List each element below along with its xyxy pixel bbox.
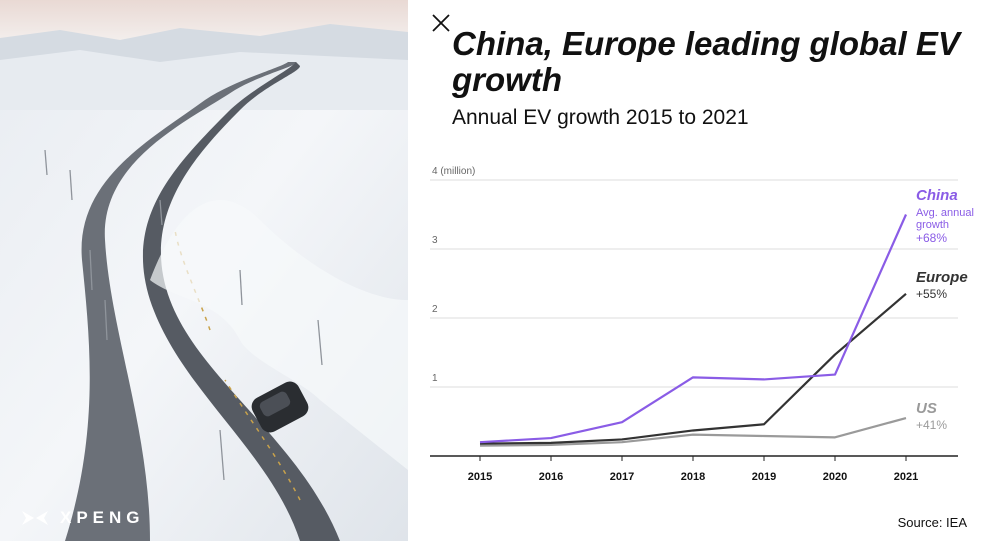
series-note: growth bbox=[916, 219, 949, 231]
x-tick-label: 2021 bbox=[894, 471, 918, 483]
y-tick-label: 4 (million) bbox=[432, 166, 475, 177]
xpeng-mark-icon bbox=[22, 511, 48, 525]
grid-layer: 1 2 3 4 (million) 2015 2016 2017 2018 2019 2020 20… bbox=[430, 166, 958, 483]
y-tick-label: 3 bbox=[432, 235, 438, 246]
series-note: Avg. annual bbox=[916, 207, 974, 219]
series-growth-china: +68% bbox=[916, 231, 947, 245]
y-tick-label: 2 bbox=[432, 304, 438, 315]
close-icon[interactable] bbox=[430, 12, 452, 34]
series-line-us bbox=[479, 416, 907, 447]
series-line-china bbox=[479, 214, 908, 444]
x-tick-label: 2017 bbox=[610, 471, 634, 483]
car bbox=[251, 381, 309, 433]
series-name-china: China bbox=[916, 187, 958, 204]
x-tick-label: 2015 bbox=[468, 471, 492, 483]
ev-growth-line-chart: 1 2 3 4 (million) 2015 2016 2017 2018 2019 2020 20… bbox=[430, 166, 974, 483]
x-tick-label: 2016 bbox=[539, 471, 563, 483]
x-tick-label: 2020 bbox=[823, 471, 847, 483]
series-line-europe bbox=[479, 293, 907, 445]
x-tick-label: 2018 bbox=[681, 471, 705, 483]
xpeng-logo: XPENG bbox=[20, 508, 145, 528]
series-name-us: US bbox=[916, 400, 937, 417]
winter-road-photo bbox=[0, 0, 408, 541]
series-lines bbox=[479, 214, 908, 447]
series-growth-us: +41% bbox=[916, 418, 947, 432]
chart-subtitle: Annual EV growth 2015 to 2021 bbox=[452, 106, 749, 129]
chart-title: China, Europe leading global EV growth bbox=[452, 25, 960, 98]
x-tick-label: 2019 bbox=[752, 471, 776, 483]
y-tick-label: 1 bbox=[432, 373, 438, 384]
series-growth-europe: +55% bbox=[916, 287, 947, 301]
source-note: Source: IEA bbox=[897, 515, 967, 530]
brand-wordmark: XPENG bbox=[60, 508, 145, 527]
series-name-europe: Europe bbox=[916, 269, 968, 286]
